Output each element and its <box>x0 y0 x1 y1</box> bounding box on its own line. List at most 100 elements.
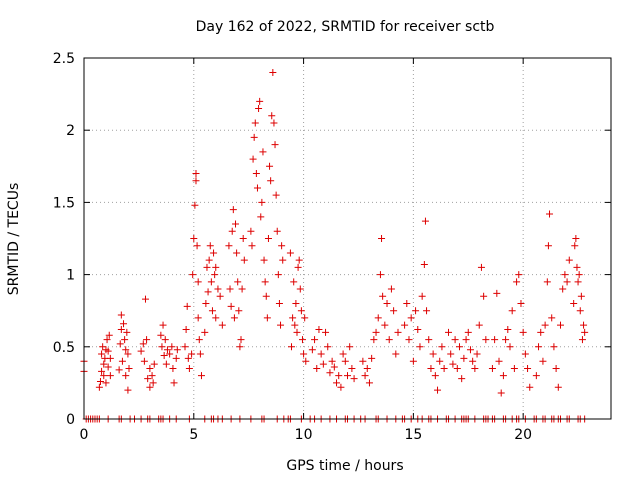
data-point <box>185 364 193 372</box>
data-point <box>480 292 488 300</box>
data-point <box>378 235 386 242</box>
data-point <box>544 242 552 250</box>
data-point <box>234 278 242 286</box>
data-point <box>100 372 108 380</box>
data-point <box>214 285 222 293</box>
data-point <box>266 162 274 170</box>
data-point <box>160 351 168 359</box>
data-point <box>429 350 437 358</box>
data-point <box>506 343 514 351</box>
data-point <box>535 343 543 351</box>
data-point <box>99 343 107 351</box>
data-point <box>140 357 148 365</box>
data-point <box>117 325 125 333</box>
data-point <box>385 336 393 344</box>
axis-ticks: 0 5 10 15 20 0 0.5 1 1.5 2 2.5 <box>53 51 611 443</box>
data-point <box>510 364 518 372</box>
data-point <box>229 206 237 214</box>
data-point <box>143 336 151 344</box>
data-point <box>235 307 243 315</box>
data-point <box>315 325 323 333</box>
data-point <box>148 372 156 380</box>
data-point <box>192 177 200 185</box>
data-point <box>552 364 560 372</box>
data-point <box>515 271 523 279</box>
y-tick-label: 0.5 <box>53 340 75 356</box>
data-point <box>464 328 472 336</box>
data-point <box>559 285 567 293</box>
data-point <box>238 285 246 293</box>
data-point <box>263 314 271 322</box>
data-point <box>572 235 580 242</box>
data-point <box>172 354 180 362</box>
data-point <box>251 119 259 127</box>
data-point <box>570 299 578 307</box>
data-point <box>521 350 529 358</box>
data-point <box>163 346 171 354</box>
data-point <box>344 372 351 380</box>
data-point <box>537 328 545 336</box>
data-point <box>455 343 463 351</box>
data-point <box>495 357 503 365</box>
x-tick-label: 15 <box>404 427 422 443</box>
data-point <box>106 354 114 362</box>
data-point <box>294 263 302 271</box>
data-point <box>541 321 549 329</box>
data-point <box>513 278 521 286</box>
data-point <box>302 357 310 365</box>
data-point <box>578 336 586 344</box>
data-point <box>104 347 112 355</box>
data-point <box>249 155 257 163</box>
data-point <box>374 314 382 322</box>
data-point <box>394 328 402 336</box>
data-point <box>122 372 130 380</box>
data-point <box>425 336 433 344</box>
data-point <box>124 386 132 394</box>
x-tick-label: 20 <box>514 427 532 443</box>
data-point <box>256 97 264 105</box>
data-point <box>556 321 564 329</box>
data-point <box>313 364 321 372</box>
data-point <box>546 210 554 218</box>
data-point <box>580 321 588 329</box>
data-point <box>392 350 400 358</box>
data-point <box>212 314 220 322</box>
data-point <box>381 321 389 329</box>
data-point <box>98 367 106 375</box>
data-point <box>259 148 267 156</box>
data-point <box>192 170 200 178</box>
data-points <box>80 68 589 423</box>
data-point <box>469 357 477 365</box>
data-point <box>95 383 103 391</box>
data-point <box>288 343 296 351</box>
data-point <box>418 292 426 300</box>
data-point <box>293 328 301 336</box>
data-point <box>317 350 325 358</box>
data-point <box>100 360 108 368</box>
data-point <box>162 360 170 368</box>
data-point <box>346 343 354 351</box>
data-point <box>275 299 283 307</box>
data-point <box>491 336 499 344</box>
data-point <box>277 321 285 329</box>
data-point <box>301 314 309 322</box>
data-point <box>124 350 132 358</box>
data-point <box>218 321 226 329</box>
data-point <box>573 263 581 271</box>
data-point <box>574 278 582 286</box>
data-point <box>228 227 236 235</box>
data-point <box>466 346 474 354</box>
data-point <box>103 336 111 344</box>
data-point <box>372 328 380 336</box>
data-point <box>232 220 240 228</box>
data-point <box>189 271 197 279</box>
data-point <box>194 278 202 286</box>
data-point <box>255 105 263 113</box>
data-point <box>577 292 585 300</box>
y-tick-label: 1.5 <box>53 195 75 211</box>
data-point <box>565 256 573 264</box>
data-point <box>445 328 453 336</box>
data-point <box>335 372 343 380</box>
